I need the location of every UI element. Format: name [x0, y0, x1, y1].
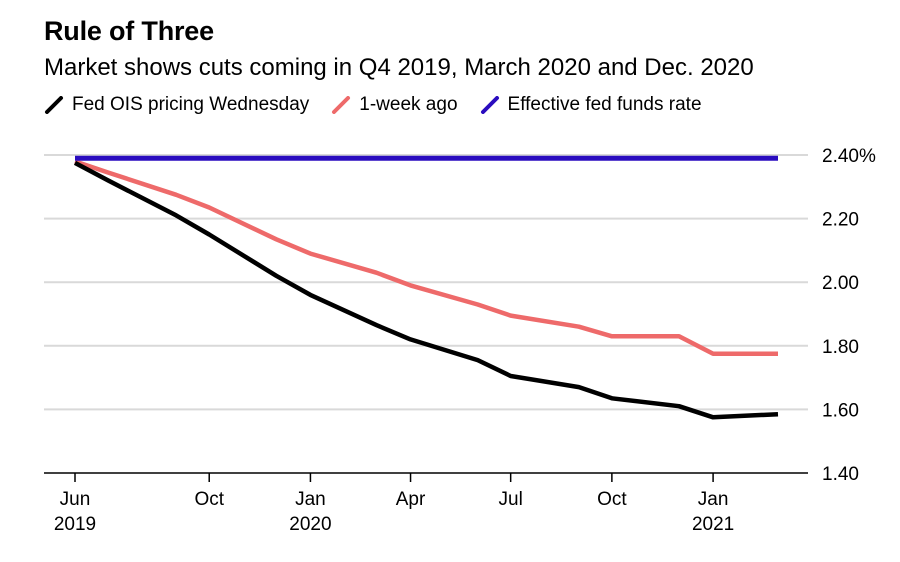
y-tick-label: 2.20	[822, 210, 859, 231]
y-tick-label: 1.80	[822, 337, 859, 358]
x-tick-label: Oct	[194, 489, 224, 510]
y-tick-label: 1.60	[822, 400, 859, 421]
legend-swatch-ois	[45, 96, 63, 114]
x-tick-label: Apr	[396, 489, 426, 510]
legend-item-effr: Effective fed funds rate	[480, 94, 702, 116]
legend-label-week-ago: 1-week ago	[359, 94, 458, 115]
x-tick-label: Jan	[295, 489, 326, 510]
x-tick-label: Oct	[597, 489, 627, 510]
legend-label-effr: Effective fed funds rate	[507, 94, 702, 115]
x-tick-sublabel: 2019	[54, 514, 96, 535]
y-tick-label: 1.40	[822, 464, 859, 485]
series-line-week-ago	[74, 159, 778, 357]
legend-label-ois: Fed OIS pricing Wednesday	[72, 94, 310, 115]
y-tick-label: 2.40%	[822, 146, 876, 167]
legend-item-week-ago: 1-week ago	[331, 94, 458, 116]
chart-subtitle: Market shows cuts coming in Q4 2019, Mar…	[44, 54, 754, 81]
x-tick-label: Jan	[698, 489, 729, 510]
x-tick-sublabel: 2020	[289, 514, 331, 535]
legend-item-ois: Fed OIS pricing Wednesday	[44, 94, 309, 116]
legend-swatch-effr	[480, 96, 499, 114]
chart-title: Rule of Three	[44, 16, 214, 46]
y-tick-label: 2.00	[822, 273, 859, 294]
series-line-ois	[73, 160, 779, 420]
legend-swatch-week-ago	[332, 96, 351, 114]
x-tick-label: Jul	[499, 489, 523, 510]
legend: Fed OIS pricing Wednesday 1-week ago Eff…	[44, 94, 724, 116]
x-tick-sublabel: 2021	[692, 514, 734, 535]
x-tick-label: Jun	[60, 489, 91, 510]
